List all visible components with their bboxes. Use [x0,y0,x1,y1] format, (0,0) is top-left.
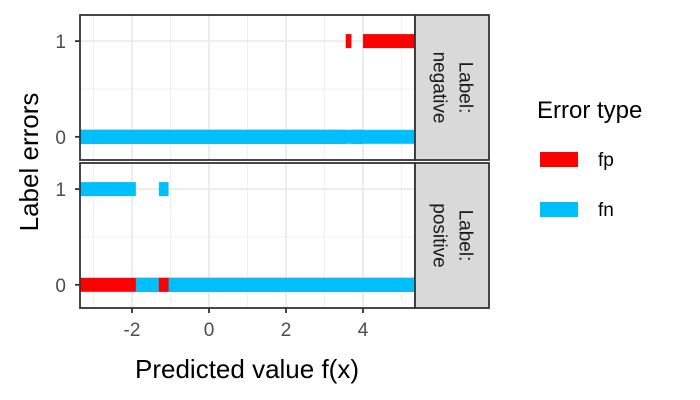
strip-label: Label: [455,62,476,114]
x-tick-label: 4 [358,320,369,341]
facet-strip: Label:positive [414,162,490,309]
strip-label: negative [429,52,450,124]
segment-fn [80,129,415,144]
strip-background [414,162,490,309]
y-tick-label: 0 [55,276,66,297]
facet-strip: Label:negative [414,14,490,161]
y-tick-label: 1 [55,32,66,53]
strip-label: Label: [455,210,476,262]
y-tick-label: 0 [55,128,66,149]
strip-background [414,14,490,161]
legend: Error type fp fn [537,97,642,221]
legend-key [540,152,578,167]
segment-fn [135,277,159,292]
strip-label: positive [429,203,450,267]
segment-fp [158,277,169,292]
legend-label: fp [598,150,614,171]
x-tick-label: 2 [281,320,292,341]
y-tick-label: 1 [55,180,66,201]
segment-fn [168,277,415,292]
x-axis-title: Predicted value f(x) [135,354,359,384]
legend-label: fn [598,200,614,221]
x-tick-label: 0 [204,320,215,341]
panel-1: 0 1 Label:negative [55,14,490,161]
y-axis-title: Label errors [14,93,44,232]
segment-fn [80,182,136,197]
x-tick-label: -2 [124,320,141,341]
segment-fp [363,34,415,49]
segment-fp [345,34,352,49]
legend-item-fn: fn [540,200,614,221]
panel-2: 0 1 Label:positive [55,162,490,309]
legend-item-fp: fp [540,150,614,171]
segment-fn [158,182,169,197]
legend-key [540,202,578,217]
legend-title: Error type [537,97,642,124]
